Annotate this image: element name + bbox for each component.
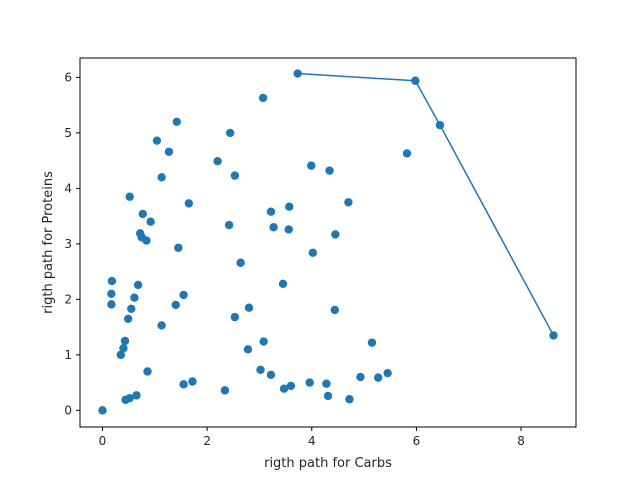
scatter-point <box>138 209 147 219</box>
y-tick-label: 1 <box>64 348 72 362</box>
scatter-point <box>164 147 174 156</box>
scatter-point <box>285 202 294 211</box>
scatter-point <box>119 344 128 353</box>
scatter-point <box>258 93 268 103</box>
scatter-point <box>345 395 354 404</box>
scatter-point <box>374 373 383 382</box>
scatter-point <box>322 379 331 388</box>
scatter-point <box>284 225 293 234</box>
scatter-point <box>157 173 166 182</box>
scatter-point <box>107 300 116 309</box>
scatter-point <box>305 378 314 387</box>
scatter-point <box>230 171 240 180</box>
scatter-point <box>330 305 340 315</box>
scatter-point <box>278 279 288 289</box>
scatter-point <box>172 117 181 127</box>
plot-area <box>98 69 558 415</box>
scatter-point <box>146 217 155 226</box>
scatter-point <box>323 391 333 401</box>
x-tick-label: 2 <box>203 434 211 448</box>
x-tick-label: 6 <box>413 434 421 448</box>
scatter-point <box>107 276 117 286</box>
scatter-point <box>331 230 340 239</box>
scatter-point <box>307 161 316 170</box>
scatter-point <box>308 248 318 257</box>
scatter-point <box>123 314 133 323</box>
scatter-point <box>220 386 230 395</box>
axes-frame <box>79 57 577 428</box>
scatter-point <box>98 406 107 415</box>
y-axis-ticks: 0 1 2 3 4 5 6 <box>64 70 80 417</box>
x-axis-label: rigth path for Carbs <box>264 456 392 471</box>
scatter-point <box>243 345 253 354</box>
x-tick-label: 0 <box>99 434 107 448</box>
scatter-point <box>325 166 334 175</box>
y-axis-label: rigth path for Proteins <box>41 171 56 314</box>
scatter-point <box>286 381 296 391</box>
scatter-point <box>383 368 392 378</box>
scatter-point <box>130 293 139 302</box>
scatter-point <box>224 220 234 230</box>
scatter-point <box>266 370 276 380</box>
scatter-point <box>152 136 162 145</box>
scatter-point <box>549 331 558 340</box>
y-tick-label: 6 <box>64 70 72 84</box>
scatter-point <box>225 128 235 138</box>
scatter-point <box>230 312 240 322</box>
y-tick-label: 3 <box>64 237 72 251</box>
scatter-point <box>171 300 180 310</box>
scatter-point <box>127 304 136 314</box>
x-tick-label: 8 <box>517 434 525 448</box>
scatter-point <box>256 365 265 375</box>
scatter-point <box>133 280 143 290</box>
scatter-point <box>367 338 377 347</box>
scatter-point <box>244 303 254 312</box>
scatter-point <box>259 337 268 346</box>
scatter-point <box>435 120 445 130</box>
scatter-point <box>269 223 278 232</box>
scatter-point <box>125 393 134 403</box>
y-tick-label: 4 <box>64 181 72 195</box>
scatter-point <box>179 290 188 300</box>
scatter-point <box>116 350 126 360</box>
scatter-point <box>179 380 188 389</box>
x-tick-label: 4 <box>308 434 316 448</box>
scatter-point <box>143 367 152 376</box>
y-tick-label: 2 <box>64 292 72 306</box>
scatter-point <box>411 76 420 85</box>
scatter-point <box>132 391 141 400</box>
scatter-point <box>279 384 289 393</box>
y-tick-label: 0 <box>64 403 72 417</box>
scatter-point <box>402 149 412 158</box>
x-axis-ticks: 0 2 4 6 8 <box>99 427 525 448</box>
scatter-point <box>142 236 151 245</box>
scatter-point <box>188 377 197 386</box>
series-line <box>297 72 555 336</box>
scatter-point <box>157 321 166 330</box>
scatter-point <box>184 199 194 208</box>
scatter-point <box>174 243 183 252</box>
scatter-point <box>213 157 222 166</box>
scatter-point <box>356 372 365 382</box>
scatter-point <box>344 198 353 207</box>
scatter-point <box>266 207 276 216</box>
scatter-point <box>236 258 245 267</box>
scatter-point <box>293 69 302 78</box>
scatter-point <box>125 192 134 201</box>
scatter-point <box>120 336 130 346</box>
scatter-point <box>107 289 116 299</box>
y-tick-label: 5 <box>64 126 72 140</box>
